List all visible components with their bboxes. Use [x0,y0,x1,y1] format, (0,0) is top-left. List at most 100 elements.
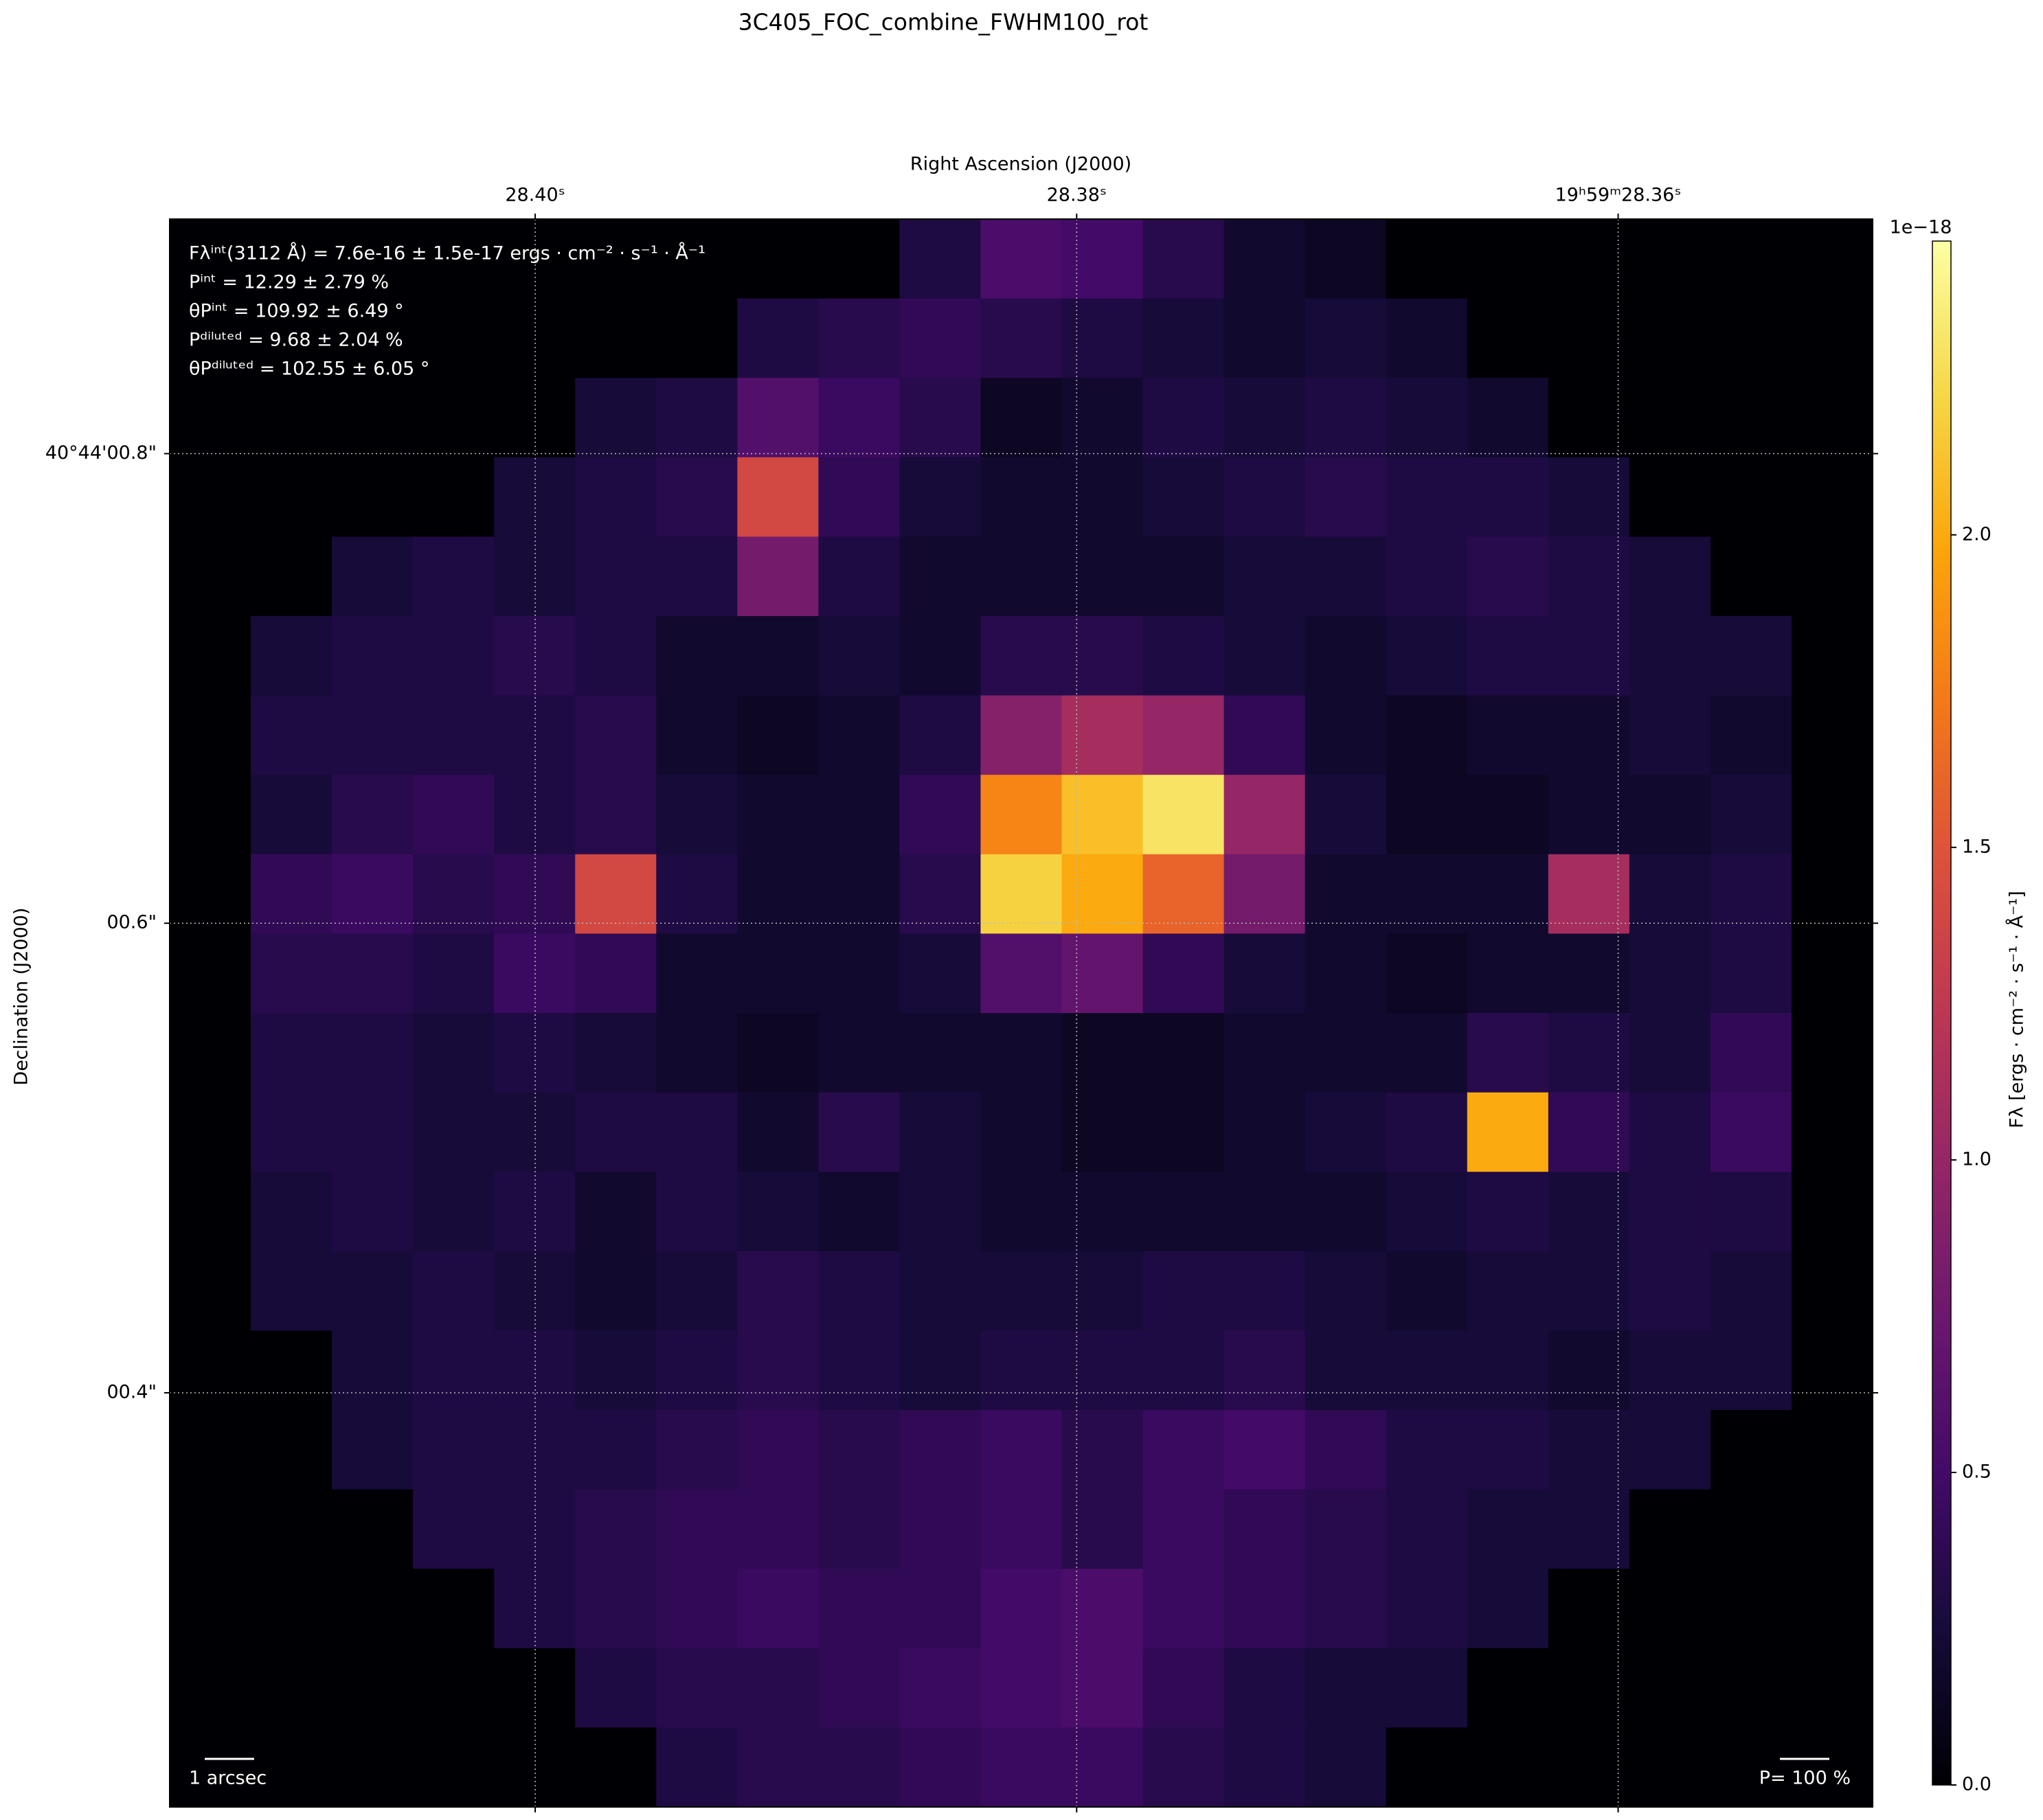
image-pixel [332,854,414,934]
image-pixel [1629,1251,1711,1331]
image-pixel [1629,1648,1711,1728]
image-pixel [170,1648,251,1728]
image-pixel [980,1013,1063,1093]
image-pixel [170,536,251,617]
image-pixel [656,1648,738,1728]
image-pixel [818,695,901,775]
annotation: Pᵈⁱˡᵘᵗᵉᵈ = 9.68 ± 2.04 % [189,330,403,351]
image-pixel [170,775,251,855]
image-pixel [1305,219,1387,299]
image-pixel [251,933,332,1014]
image-pixel [251,1251,332,1331]
image-pixel [656,298,738,378]
image-pixel [1223,1569,1306,1649]
image-pixel [575,1410,657,1490]
image-pixel [980,1092,1063,1172]
image-pixel [1629,219,1711,299]
image-pixel [1791,1648,1873,1728]
image-pixel [494,1489,576,1569]
image-pixel [1386,457,1468,537]
image-pixel [170,854,251,934]
image-pixel [1305,1489,1387,1569]
image-pixel [1142,1013,1225,1093]
image-pixel [980,854,1063,934]
image-pixel [1791,1251,1873,1331]
image-pixel [251,1330,332,1411]
image-pixel [1467,298,1549,378]
image-pixel [1386,1569,1468,1649]
image-pixel [1548,1251,1630,1331]
overlay [170,219,1873,1807]
image-pixel [1386,1727,1468,1808]
colorbar-label: Fλ [ergs · cm⁻² · s⁻¹ · Å⁻¹] [2006,891,2028,1128]
image-pixel [818,457,901,537]
image-pixel [1467,1172,1549,1252]
y-axis-label: Declination (J2000) [11,908,32,1086]
image-pixel [1548,219,1630,299]
image-pixel [332,378,414,458]
annotation: Pⁱⁿᵗ = 12.29 ± 2.79 % [189,272,389,293]
image-pixel [1791,1330,1873,1411]
colorbar-tick-label: 2.0 [1962,523,1991,545]
image-pixel [170,933,251,1014]
image-pixel [1710,695,1792,775]
image-pixel [737,219,819,299]
image-pixel [575,1251,657,1331]
image-pixel [737,1489,819,1569]
image-pixel [575,854,657,934]
image-pixel [494,1330,576,1411]
image-pixel [1791,219,1873,299]
image-pixel [1223,1330,1306,1411]
image-pixel [1061,1569,1144,1649]
image-pixel [170,1569,251,1649]
image-pixel [1710,1410,1792,1490]
image-pixel [170,1172,251,1252]
image-pixel [170,1410,251,1490]
image-pixel [656,378,738,458]
image-pixel [899,1648,982,1728]
image-pixel [656,854,738,934]
image-pixel [656,933,738,1014]
image-pixel [1386,219,1468,299]
scale-bar-label: 1 arcsec [189,1768,267,1789]
image-pixel [1548,1727,1630,1808]
image-pixel [980,1569,1063,1649]
image-pixel [899,1569,982,1649]
image-pixel [1386,1410,1468,1490]
image-pixel [737,775,819,855]
image-pixel [251,1489,332,1569]
image-pixel [1223,1489,1306,1569]
image-pixel [251,854,332,934]
image-pixel [737,616,819,696]
image-pixel [899,1092,982,1172]
image-pixel [1467,775,1549,855]
image-pixel [1791,933,1873,1014]
image-pixel [413,854,495,934]
image-pixel [737,1569,819,1649]
image-pixel [899,854,982,934]
colorbar [1932,240,1952,1786]
image-pixel [1548,536,1630,617]
image-pixel [251,1569,332,1649]
image-pixel [413,775,495,855]
image-pixel [818,1489,901,1569]
image-pixel [251,775,332,855]
image-pixel [170,1013,251,1093]
image-pixel [1467,1489,1549,1569]
image-pixel [1629,1092,1711,1172]
image-pixel [332,1330,414,1411]
image-pixel [1710,1172,1792,1252]
image-pixel [575,1648,657,1728]
annotation: Fλⁱⁿᵗ(3112 Å) = 7.6e-16 ± 1.5e-17 ergs ·… [189,242,706,264]
image-pixel [575,1172,657,1252]
y-tick-label: 00.4" [106,1381,157,1402]
image-pixel [980,219,1063,299]
image-pixel [1386,1172,1468,1252]
image-pixel [980,1251,1063,1331]
image-pixel [1386,1251,1468,1331]
image-pixel [899,933,982,1014]
image-pixel [1223,1013,1306,1093]
image-pixel [1548,1092,1630,1172]
image-pixel [1710,1489,1792,1569]
